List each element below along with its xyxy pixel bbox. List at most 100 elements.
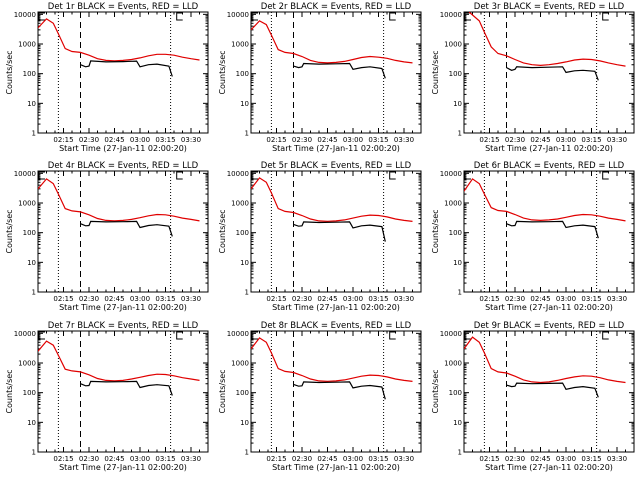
- x-tick-label: 02:15: [53, 136, 73, 144]
- events-series-line: [506, 220, 599, 239]
- x-tick-label: 03:30: [181, 136, 201, 144]
- x-axis-label: Start Time (27-Jan-11 02:00:20): [59, 144, 187, 153]
- corner-marker: [602, 331, 609, 340]
- events-series-line: [293, 62, 386, 79]
- y-axis-label: Counts/sec: [218, 50, 227, 94]
- y-tick-label: 10: [27, 259, 36, 267]
- x-tick-label: 03:15: [368, 136, 388, 144]
- x-tick-label: 02:30: [292, 295, 312, 303]
- lld-series-line: [38, 178, 200, 222]
- y-tick-label: 100: [236, 389, 249, 397]
- plot-frame: [463, 11, 635, 134]
- x-tick-label: 03:15: [581, 295, 601, 303]
- x-axis-label: Start Time (27-Jan-11 02:00:20): [59, 303, 187, 312]
- x-tick-label: 02:45: [104, 295, 124, 303]
- y-tick-label: 100: [449, 70, 462, 78]
- y-tick-label: 1000: [444, 41, 462, 49]
- x-tick-label: 03:00: [130, 455, 150, 463]
- x-axis-label: Start Time (27-Jan-11 02:00:20): [485, 303, 613, 312]
- y-tick-label: 10000: [14, 170, 36, 178]
- x-tick-label: 03:00: [130, 295, 150, 303]
- y-tick-label: 10000: [440, 330, 462, 338]
- x-tick-label: 03:00: [556, 136, 576, 144]
- x-axis-label: Start Time (27-Jan-11 02:00:20): [272, 144, 400, 153]
- x-tick-label: 03:00: [343, 455, 363, 463]
- y-tick-label: 1000: [444, 200, 462, 208]
- y-axis-label: Counts/sec: [431, 369, 440, 413]
- lld-series-line: [251, 337, 413, 383]
- y-axis-label: Counts/sec: [218, 369, 227, 413]
- x-tick-label: 02:45: [530, 136, 550, 144]
- y-tick-label: 1: [245, 289, 249, 297]
- x-tick-label: 02:15: [266, 136, 286, 144]
- y-tick-label: 1: [32, 130, 36, 138]
- lld-series-line: [38, 18, 200, 62]
- x-tick-label: 02:30: [505, 295, 525, 303]
- y-tick-label: 1000: [231, 41, 249, 49]
- corner-marker: [251, 12, 258, 21]
- panel-title: Det 7r BLACK = Events, RED = LLD: [48, 321, 199, 331]
- corner-marker: [251, 331, 258, 340]
- y-tick-label: 10: [453, 100, 462, 108]
- x-tick-label: 02:15: [266, 295, 286, 303]
- x-tick-label: 02:45: [317, 136, 337, 144]
- lld-series-line: [464, 178, 626, 222]
- y-tick-label: 1: [458, 130, 462, 138]
- panel-6: Det 6r BLACK = Events, RED = LLD 1 10 100 10…: [431, 161, 635, 312]
- y-tick-label: 10: [27, 419, 36, 427]
- events-series-line: [80, 380, 173, 396]
- corner-marker: [176, 331, 183, 340]
- lld-series-line: [251, 177, 413, 223]
- lld-series-line: [464, 336, 626, 384]
- y-tick-label: 10000: [227, 330, 249, 338]
- corner-marker: [389, 171, 396, 180]
- y-tick-label: 1000: [18, 41, 36, 49]
- y-tick-label: 1000: [444, 360, 462, 368]
- x-tick-label: 03:15: [155, 455, 175, 463]
- y-axis-label: Counts/sec: [5, 209, 14, 253]
- y-axis-label: Counts/sec: [5, 50, 14, 94]
- plot-frame: [250, 11, 422, 134]
- y-tick-label: 100: [236, 70, 249, 78]
- panel-title: Det 2r BLACK = Events, RED = LLD: [261, 2, 412, 12]
- corner-marker: [38, 171, 45, 180]
- x-axis-label: Start Time (27-Jan-11 02:00:20): [272, 303, 400, 312]
- corner-marker: [38, 331, 45, 340]
- y-tick-label: 1: [458, 449, 462, 457]
- y-tick-label: 100: [449, 229, 462, 237]
- plot-frame: [37, 11, 209, 134]
- panel-title: Det 6r BLACK = Events, RED = LLD: [474, 161, 625, 171]
- panel-9: Det 9r BLACK = Events, RED = LLD 1 10 100 10…: [431, 321, 635, 472]
- x-tick-label: 03:30: [394, 295, 414, 303]
- x-axis-label: Start Time (27-Jan-11 02:00:20): [485, 144, 613, 153]
- x-tick-label: 03:30: [394, 455, 414, 463]
- panel-title: Det 8r BLACK = Events, RED = LLD: [261, 321, 412, 331]
- x-axis-label: Start Time (27-Jan-11 02:00:20): [485, 463, 613, 472]
- x-tick-label: 03:30: [607, 455, 627, 463]
- events-series-line: [506, 382, 599, 398]
- x-tick-label: 03:00: [343, 136, 363, 144]
- corner-marker: [602, 171, 609, 180]
- corner-marker: [389, 331, 396, 340]
- x-tick-label: 02:15: [479, 136, 499, 144]
- x-axis-label: Start Time (27-Jan-11 02:00:20): [59, 463, 187, 472]
- lld-series-line: [38, 340, 200, 382]
- y-tick-label: 1: [245, 449, 249, 457]
- x-tick-label: 03:15: [368, 295, 388, 303]
- plot-frame: [463, 330, 635, 453]
- events-series-line: [80, 220, 173, 237]
- corner-marker: [389, 12, 396, 21]
- y-tick-label: 10: [27, 100, 36, 108]
- y-tick-label: 10: [453, 259, 462, 267]
- y-tick-label: 10000: [440, 170, 462, 178]
- x-tick-label: 02:15: [53, 455, 73, 463]
- panel-title: Det 9r BLACK = Events, RED = LLD: [474, 321, 625, 331]
- x-tick-label: 03:00: [130, 136, 150, 144]
- y-tick-label: 10000: [227, 170, 249, 178]
- y-tick-label: 10: [240, 259, 249, 267]
- plot-frame: [463, 170, 635, 293]
- x-axis-label: Start Time (27-Jan-11 02:00:20): [272, 463, 400, 472]
- corner-marker: [38, 12, 45, 21]
- panel-5: Det 5r BLACK = Events, RED = LLD 1 10 100 10…: [218, 161, 422, 312]
- x-tick-label: 03:15: [155, 136, 175, 144]
